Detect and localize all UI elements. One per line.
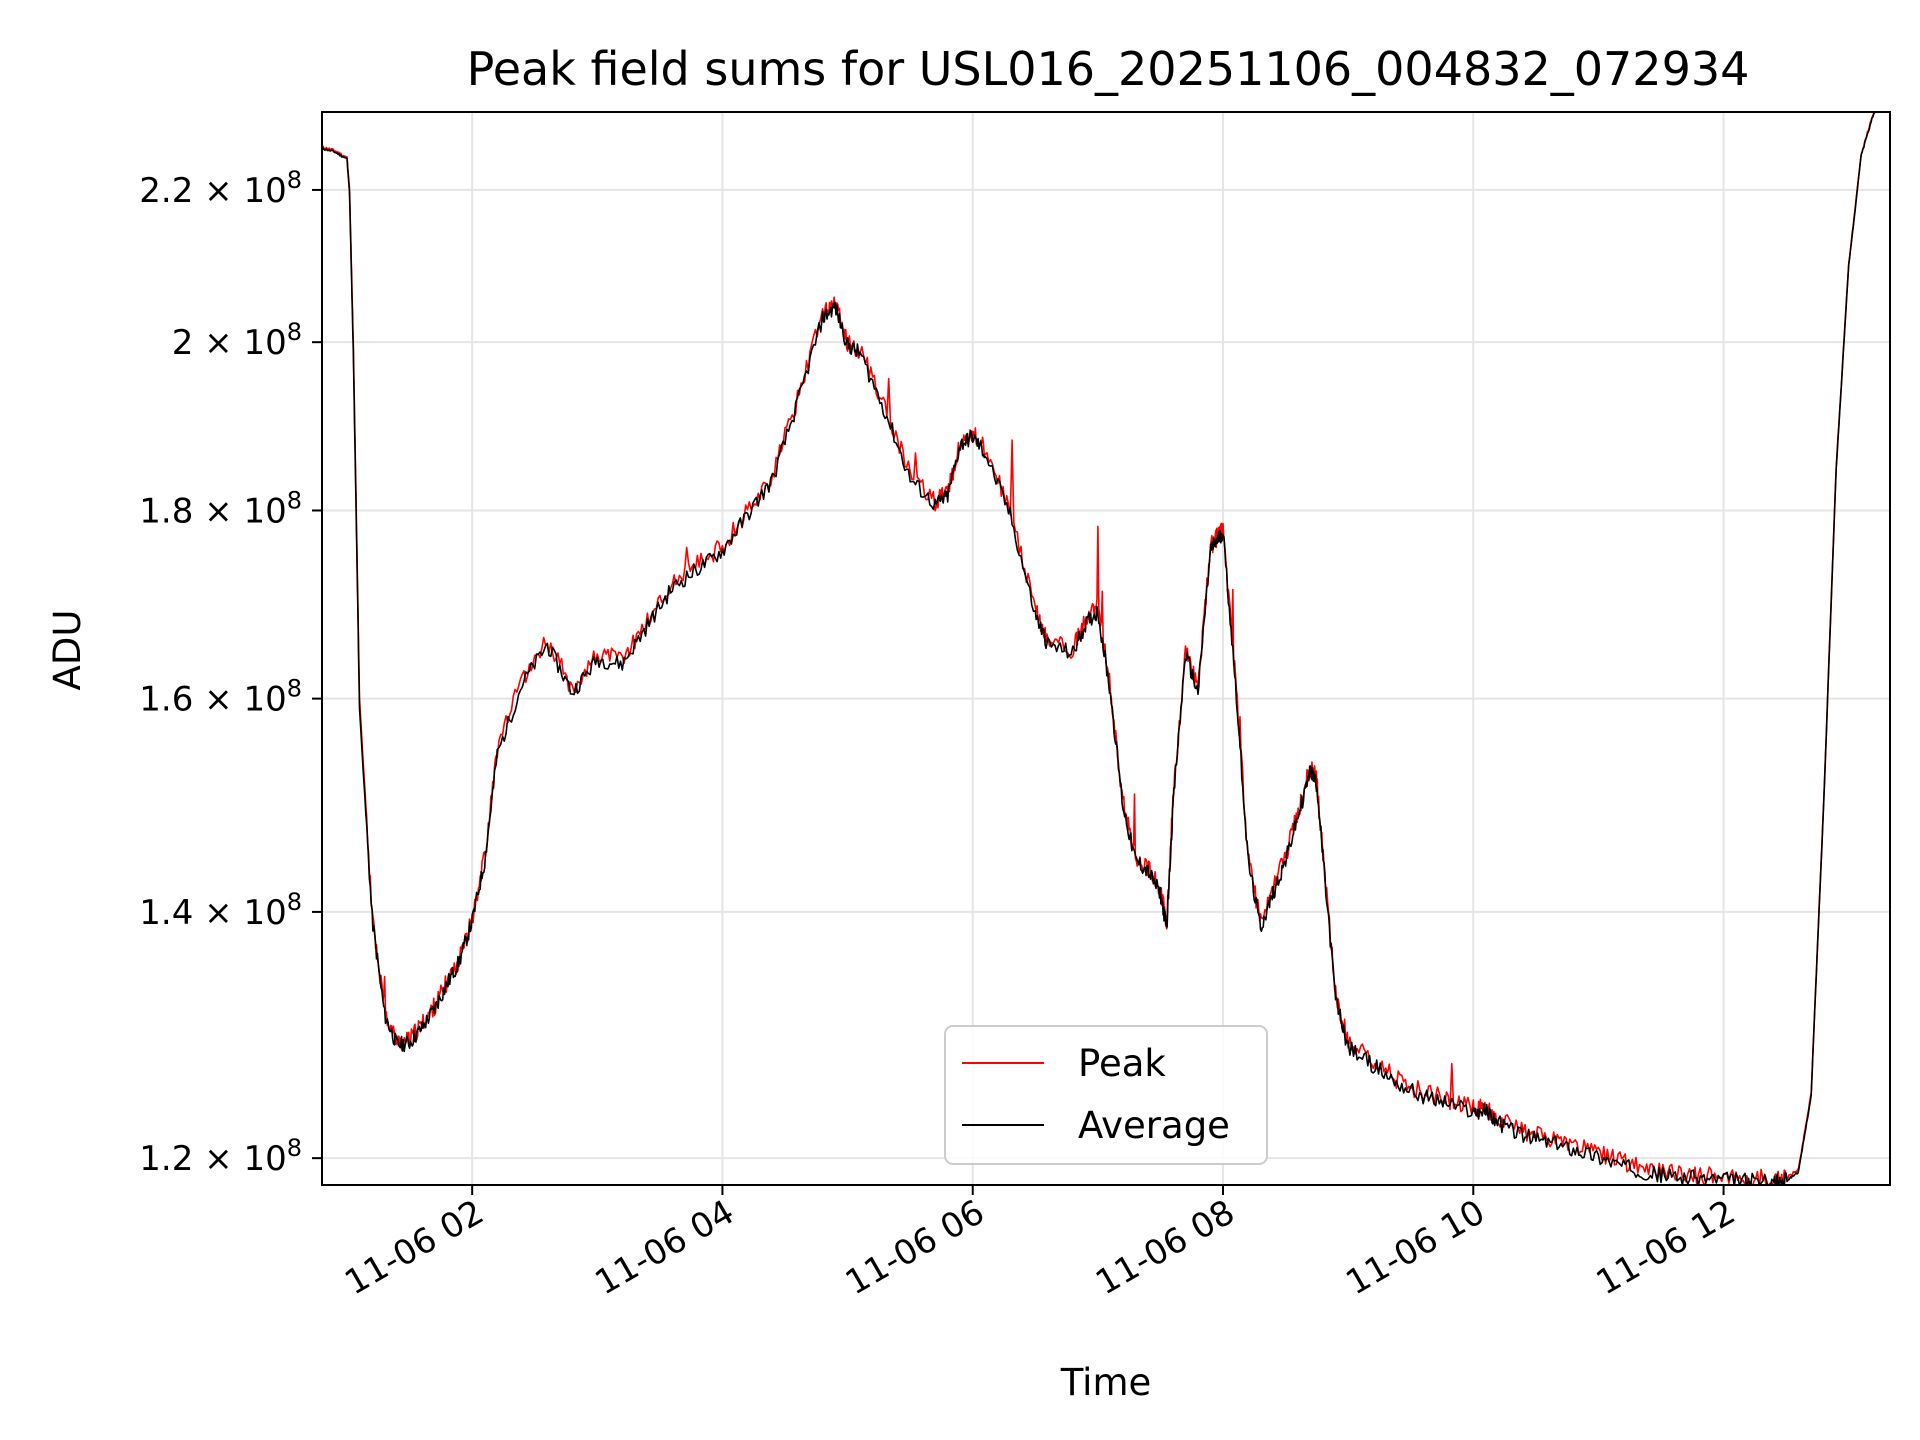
- y-tick-mantissa: 2 × 10: [172, 323, 287, 363]
- y-tick-mantissa: 1.4 × 10: [139, 893, 286, 933]
- y-tick-label: 1.4 × 108: [139, 888, 302, 933]
- y-tick-exponent: 8: [287, 675, 302, 703]
- y-tick-label: 2 × 108: [172, 318, 302, 363]
- y-tick-label: 1.2 × 108: [139, 1134, 302, 1179]
- y-tick-mantissa: 2.2 × 10: [139, 171, 286, 211]
- y-tick-label: 1.6 × 108: [139, 675, 302, 720]
- plot-frame: [321, 111, 1891, 1186]
- legend-label-average: Average: [1078, 1104, 1230, 1147]
- y-tick-label: 1.8 × 108: [139, 486, 302, 531]
- grid: [322, 112, 1890, 1185]
- y-tick-mantissa: 1.2 × 10: [139, 1139, 286, 1179]
- legend-label-peak: Peak: [1078, 1042, 1166, 1085]
- y-tick-exponent: 8: [287, 318, 302, 346]
- legend-box: [944, 1025, 1268, 1165]
- y-axis-title: ADU: [46, 610, 89, 691]
- x-axis-title: Time: [1060, 1361, 1152, 1404]
- y-tick-exponent: 8: [287, 1134, 302, 1162]
- y-tick-mantissa: 1.6 × 10: [139, 680, 286, 720]
- series-line-average: [322, 112, 1877, 1185]
- legend: Peak Average: [944, 1025, 1268, 1165]
- y-tick-label: 2.2 × 108: [139, 166, 302, 211]
- y-tick-mantissa: 1.8 × 10: [139, 491, 286, 531]
- chart-title: Peak field sums for USL016_20251106_0048…: [467, 42, 1750, 96]
- y-tick-exponent: 8: [287, 888, 302, 916]
- y-tick-exponent: 8: [287, 166, 302, 194]
- y-tick-exponent: 8: [287, 486, 302, 514]
